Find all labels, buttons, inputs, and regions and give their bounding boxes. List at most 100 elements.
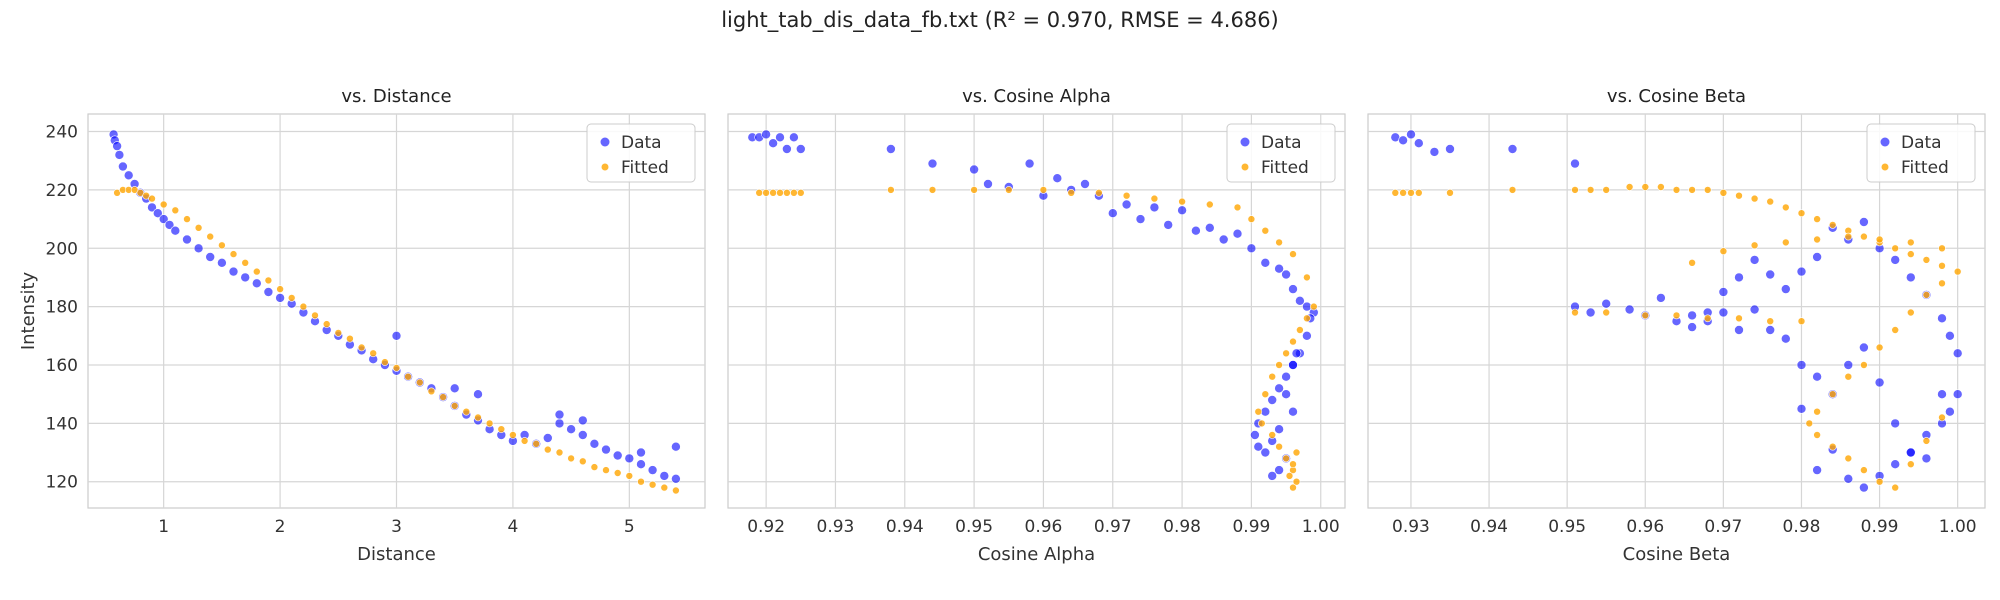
fitted-point bbox=[253, 267, 261, 276]
fitted-point bbox=[311, 311, 319, 320]
fitted-point bbox=[1282, 349, 1290, 358]
fitted-point bbox=[1657, 183, 1665, 191]
fitted-point bbox=[1906, 308, 1915, 317]
data-point bbox=[768, 138, 778, 149]
fitted-point bbox=[462, 407, 471, 416]
data-point bbox=[636, 447, 646, 458]
data-point bbox=[1250, 430, 1260, 440]
data-point bbox=[577, 415, 588, 426]
data-point bbox=[1624, 304, 1635, 315]
data-series bbox=[747, 129, 1319, 481]
legend-label-data: Data bbox=[621, 133, 662, 153]
fitted-point bbox=[1906, 250, 1915, 258]
fitted-point bbox=[1781, 203, 1790, 212]
x-tick-label: 0.96 bbox=[1025, 517, 1063, 537]
fitted-point bbox=[1391, 189, 1400, 197]
data-point bbox=[1246, 243, 1257, 254]
x-tick-label: 0.99 bbox=[1861, 517, 1899, 537]
x-tick-label: 0.97 bbox=[1704, 517, 1742, 537]
data-point bbox=[240, 272, 250, 283]
fitted-point bbox=[1688, 186, 1696, 194]
fitted-point bbox=[613, 469, 622, 477]
data-point bbox=[252, 278, 262, 289]
data-point bbox=[927, 158, 938, 169]
x-tick-label: 0.98 bbox=[1783, 517, 1821, 537]
fitted-point bbox=[1860, 466, 1868, 474]
fitted-point bbox=[1261, 390, 1270, 399]
data-point bbox=[1570, 158, 1580, 169]
fitted-point bbox=[1875, 477, 1884, 486]
fitted-point bbox=[1844, 232, 1853, 241]
data-point bbox=[1163, 220, 1174, 230]
fitted-point bbox=[520, 437, 529, 445]
data-point bbox=[1121, 199, 1132, 210]
fitted-point bbox=[1938, 244, 1946, 253]
data-point bbox=[1796, 403, 1807, 414]
data-point bbox=[589, 438, 600, 449]
data-point bbox=[170, 225, 181, 236]
data-point bbox=[1260, 406, 1271, 417]
fitted-point bbox=[1275, 361, 1283, 369]
fitted-point bbox=[1292, 448, 1301, 457]
data-point bbox=[1406, 129, 1416, 140]
data-point bbox=[1149, 202, 1160, 213]
data-point bbox=[182, 234, 192, 245]
x-tick-label: 0.92 bbox=[747, 517, 785, 537]
data-point bbox=[1718, 287, 1729, 297]
fitted-point bbox=[970, 186, 978, 194]
fitted-point bbox=[1813, 407, 1821, 416]
y-tick-label: 160 bbox=[46, 356, 78, 376]
legend-marker-fitted bbox=[1881, 163, 1889, 171]
data-point bbox=[1687, 310, 1697, 321]
data-point bbox=[1274, 263, 1284, 274]
data-point bbox=[205, 252, 215, 262]
fitted-point bbox=[1766, 197, 1775, 206]
fitted-point bbox=[1922, 291, 1931, 299]
legend-marker-data bbox=[1880, 137, 1890, 147]
data-point bbox=[275, 293, 285, 303]
fitted-point bbox=[1719, 247, 1728, 255]
data-point bbox=[153, 208, 163, 218]
fitted-point bbox=[1571, 308, 1579, 317]
x-tick-label: 0.96 bbox=[1626, 517, 1664, 537]
fitted-point bbox=[159, 200, 168, 209]
data-point bbox=[164, 220, 175, 230]
fitted-point bbox=[660, 483, 669, 492]
fitted-point bbox=[346, 334, 354, 343]
data-point bbox=[1281, 371, 1291, 382]
fitted-point bbox=[369, 349, 378, 358]
data-point bbox=[1288, 284, 1298, 294]
fitted-point bbox=[637, 477, 645, 486]
fitted-point bbox=[218, 241, 226, 250]
x-tick-label: 0.95 bbox=[955, 517, 993, 537]
data-point bbox=[1812, 252, 1822, 262]
fitted-point bbox=[1178, 197, 1186, 206]
x-tick-label: 0.93 bbox=[1392, 517, 1430, 537]
data-point bbox=[983, 179, 993, 189]
fitted-point bbox=[1750, 241, 1759, 250]
data-point bbox=[554, 418, 565, 429]
fitted-point bbox=[1289, 483, 1297, 492]
data-point bbox=[1718, 307, 1729, 318]
fitted-point bbox=[1289, 460, 1297, 469]
scatter-panel-cosine-beta: 0.93 0.94 0.95 0.96 0.97 0.98 0.99 1.00 vs. Cosi… bbox=[1367, 86, 1986, 565]
x-tick-label: 0.98 bbox=[1163, 517, 1201, 537]
data-point bbox=[1952, 348, 1963, 359]
fitted-point bbox=[1292, 477, 1301, 486]
data-point bbox=[1843, 360, 1854, 370]
x-tick-label: 2 bbox=[275, 517, 286, 537]
fitted-point bbox=[1735, 314, 1743, 323]
fitted-point bbox=[450, 402, 459, 410]
data-point bbox=[782, 144, 792, 154]
x-axis-label: Cosine Alpha bbox=[978, 544, 1095, 565]
fitted-point bbox=[1303, 273, 1311, 282]
fitted-point bbox=[1289, 337, 1297, 346]
y-tick-label: 200 bbox=[46, 239, 78, 259]
data-point bbox=[1281, 389, 1291, 400]
data-point bbox=[1921, 453, 1932, 464]
data-point bbox=[1687, 322, 1697, 332]
fitted-point bbox=[1805, 419, 1814, 428]
x-tick-label: 1.00 bbox=[1302, 517, 1340, 537]
data-point bbox=[1812, 465, 1822, 475]
